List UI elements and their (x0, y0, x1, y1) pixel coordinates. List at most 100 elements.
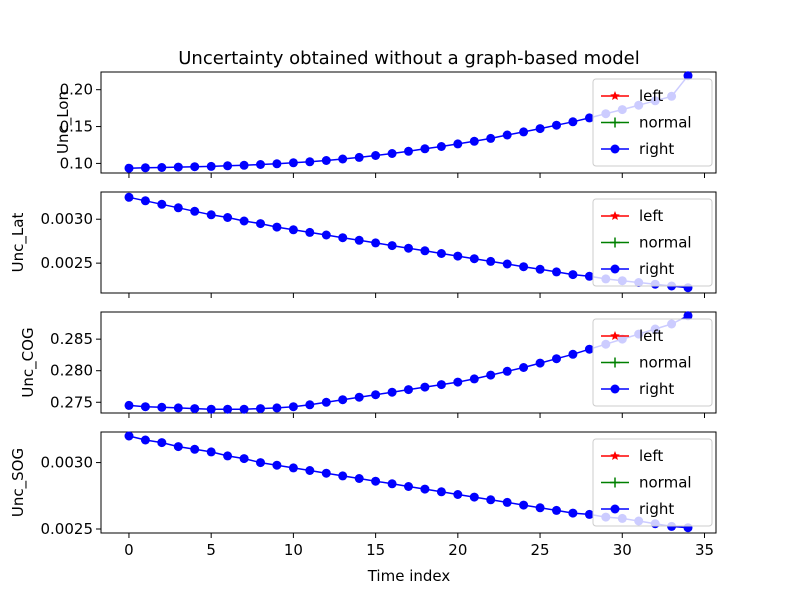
x-tick-label: 30 (613, 541, 632, 559)
data-point (453, 490, 463, 499)
data-point (173, 162, 183, 172)
data-point (239, 160, 249, 170)
data-point (124, 163, 134, 173)
data-point (469, 374, 479, 384)
data-point (321, 397, 331, 407)
data-point (371, 238, 381, 248)
data-point (157, 199, 167, 209)
data-point (568, 270, 578, 280)
data-point (535, 264, 545, 274)
y-axis-label: Unc_Lon (54, 91, 73, 154)
legend-box (592, 438, 713, 527)
y-axis-label: Unc_SOG (9, 448, 28, 517)
data-point (288, 463, 298, 473)
data-point (124, 431, 134, 441)
y-axis-label: Unc_Lat (9, 213, 28, 273)
data-point (519, 127, 529, 137)
data-point (288, 402, 298, 412)
data-point (387, 479, 397, 489)
x-tick-label: 15 (366, 541, 385, 559)
x-tick-label: 10 (284, 541, 303, 559)
data-point (552, 120, 561, 130)
data-point (157, 163, 167, 172)
y-tick-label: 0.285 (50, 330, 93, 348)
data-point (321, 156, 331, 165)
star-marker-icon (610, 211, 620, 220)
data-point (469, 254, 479, 264)
y-tick-label: 0.0025 (41, 254, 94, 272)
data-point (354, 392, 364, 402)
legend-label: left (639, 207, 663, 225)
data-point (568, 508, 578, 518)
data-point (140, 435, 150, 445)
data-point (371, 476, 381, 486)
data-point (256, 458, 265, 468)
data-point (552, 505, 561, 515)
subplot-panel: 0.0025 0.0030 Unc_Lat left normal right (9, 191, 717, 298)
data-point (272, 159, 282, 169)
data-point (206, 210, 216, 220)
data-point (469, 136, 479, 146)
data-point (223, 213, 233, 222)
y-tick-label: 0.0030 (41, 210, 94, 228)
legend-label: normal (639, 114, 692, 132)
data-point (486, 370, 496, 380)
x-tick-label: 35 (695, 541, 714, 559)
data-point (502, 130, 512, 140)
legend-label: right (639, 380, 674, 398)
data-point (338, 471, 348, 481)
data-point (239, 454, 249, 464)
data-point (387, 241, 397, 251)
data-point (256, 160, 265, 169)
data-point (420, 382, 430, 392)
data-point (190, 206, 200, 216)
data-point (436, 142, 446, 151)
chart-title: Uncertainty obtained without a graph-bas… (178, 48, 639, 69)
data-point (354, 474, 364, 483)
data-point (124, 400, 134, 410)
data-point (223, 161, 233, 171)
legend-box (592, 198, 713, 287)
data-point (404, 146, 413, 156)
data-point (321, 468, 331, 478)
legend-label: normal (639, 354, 692, 372)
data-point (256, 219, 265, 229)
circle-marker-icon (610, 384, 620, 394)
y-tick-label: 0.0025 (41, 520, 94, 538)
data-point (272, 403, 282, 413)
legend-label: right (639, 260, 674, 278)
data-point (683, 71, 693, 81)
data-point (502, 259, 512, 269)
data-point (535, 503, 545, 513)
data-point (124, 192, 134, 202)
data-point (420, 246, 430, 256)
data-point (321, 230, 331, 240)
circle-marker-icon (610, 504, 620, 514)
data-point (140, 163, 150, 173)
x-tick-label: 0 (124, 541, 134, 559)
data-point (305, 157, 315, 167)
subplot-panel: 0.275 0.280 0.285 Unc_COG left normal right (19, 311, 717, 418)
data-point (272, 222, 282, 232)
data-point (453, 139, 463, 149)
data-point (206, 404, 216, 414)
data-point (420, 484, 430, 494)
data-point (436, 487, 446, 497)
data-point (140, 402, 150, 412)
data-point (387, 149, 397, 158)
legend-label: normal (639, 234, 692, 252)
data-point (436, 249, 446, 258)
legend-label: left (639, 447, 663, 465)
data-point (305, 400, 315, 410)
data-point (157, 438, 167, 448)
data-point (206, 447, 216, 457)
subplot-panel: 0.0025 0.0030 0 5 10 15 20 25 30 35 Unc_SOG left nor… (9, 431, 717, 559)
data-point (190, 404, 200, 414)
data-point (436, 380, 446, 390)
data-point (305, 227, 315, 237)
y-tick-label: 0.10 (60, 154, 93, 172)
data-point (239, 404, 249, 414)
data-point (256, 404, 265, 414)
data-point (535, 124, 545, 134)
